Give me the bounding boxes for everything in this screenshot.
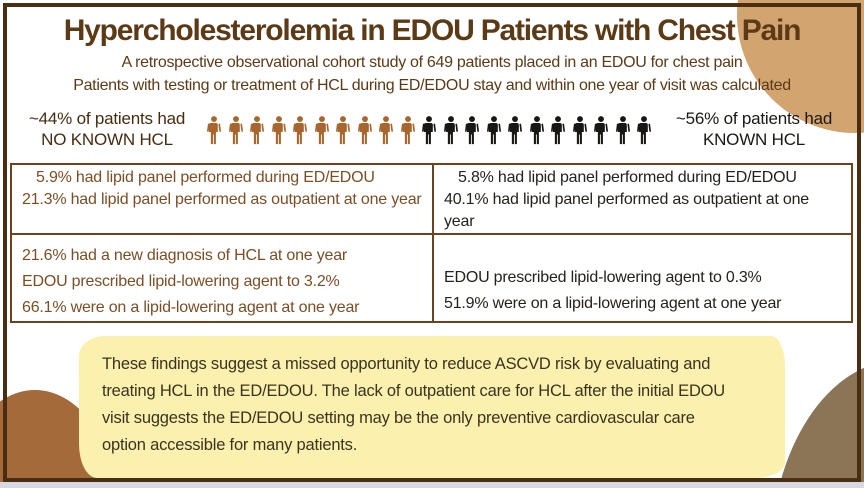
stat-line: 21.6% had a new diagnosis of HCL at one … [22, 247, 348, 264]
known-hcl-label-line1: ~56% of patients had [675, 109, 833, 128]
person-icon [336, 116, 350, 145]
person-icon [572, 116, 587, 145]
person-icon [637, 116, 651, 145]
stat-line: 5.9% had lipid panel performed during ED… [36, 169, 375, 186]
subtitle-line-2: Patients with testing or treatment of HC… [73, 77, 791, 94]
bottom-edge-strip [0, 482, 864, 488]
person-icon [207, 116, 221, 145]
cell-no-known-hcl-testing: 5.9% had lipid panel performed during ED… [12, 165, 434, 235]
results-table: 5.9% had lipid panel performed during ED… [10, 163, 853, 323]
stat-line: 21.3% had lipid panel performed as outpa… [22, 191, 422, 208]
person-icon [271, 116, 286, 145]
known-hcl-label-line2: KNOWN HCL [702, 130, 806, 149]
person-icon [422, 116, 436, 145]
no-known-hcl-label-line1: ~44% of patients had [28, 109, 186, 128]
person-icon [443, 116, 458, 145]
person-icon [228, 116, 243, 145]
person-icon [314, 116, 329, 145]
stat-line: 66.1% were on a lipid-lowering agent at … [22, 299, 360, 316]
no-known-hcl-label: ~44% of patients had NO KNOWN HCL [8, 108, 206, 150]
page-title: Hypercholesterolemia in EDOU Patients wi… [63, 14, 802, 47]
cell-known-hcl-testing: 5.8% had lipid panel performed during ED… [434, 165, 851, 235]
person-icon [551, 116, 565, 145]
person-icons-row [206, 106, 652, 152]
stat-line: EDOU prescribed lipid-lowering agent to … [22, 273, 340, 290]
stat-line: 5.8% had lipid panel performed during ED… [458, 169, 797, 186]
person-icon [400, 116, 415, 145]
person-icon [250, 116, 264, 145]
pictograph-row: ~44% of patients had NO KNOWN HCL [0, 104, 864, 154]
no-known-hcl-label-line2: NO KNOWN HCL [41, 130, 173, 149]
person-icon [465, 116, 479, 145]
person-icon [293, 116, 307, 145]
known-hcl-label: ~56% of patients had KNOWN HCL [652, 108, 856, 150]
conclusion-text: These findings suggest a missed opportun… [102, 355, 726, 454]
conclusion-box: These findings suggest a missed opportun… [79, 336, 785, 478]
stat-line: 51.9% were on a lipid-lowering agent at … [444, 295, 782, 312]
person-icon [615, 116, 630, 145]
stat-line: EDOU prescribed lipid-lowering agent to … [444, 269, 762, 286]
cell-known-hcl-treatment: EDOU prescribed lipid-lowering agent to … [434, 235, 851, 323]
person-icon [379, 116, 393, 145]
person-icon [529, 116, 544, 145]
subtitle-line-1: A retrospective observational cohort stu… [121, 54, 743, 71]
person-icon [508, 116, 522, 145]
person-icon [357, 116, 372, 145]
person-icon [486, 116, 501, 145]
cell-no-known-hcl-treatment: 21.6% had a new diagnosis of HCL at one … [12, 235, 434, 323]
stat-line: 40.1% had lipid panel performed as outpa… [444, 191, 809, 230]
person-icon [594, 116, 608, 145]
